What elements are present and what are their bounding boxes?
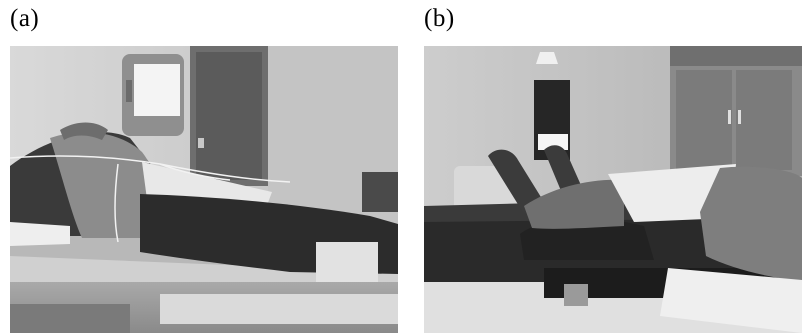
panel-label-a: (a) (10, 5, 40, 32)
photo-a (10, 46, 398, 333)
photo-b-illustration (424, 46, 802, 333)
photo-b (424, 46, 802, 333)
panel-label-b: (b) (424, 5, 455, 32)
photo-a-illustration (10, 46, 398, 333)
patient (488, 149, 544, 214)
